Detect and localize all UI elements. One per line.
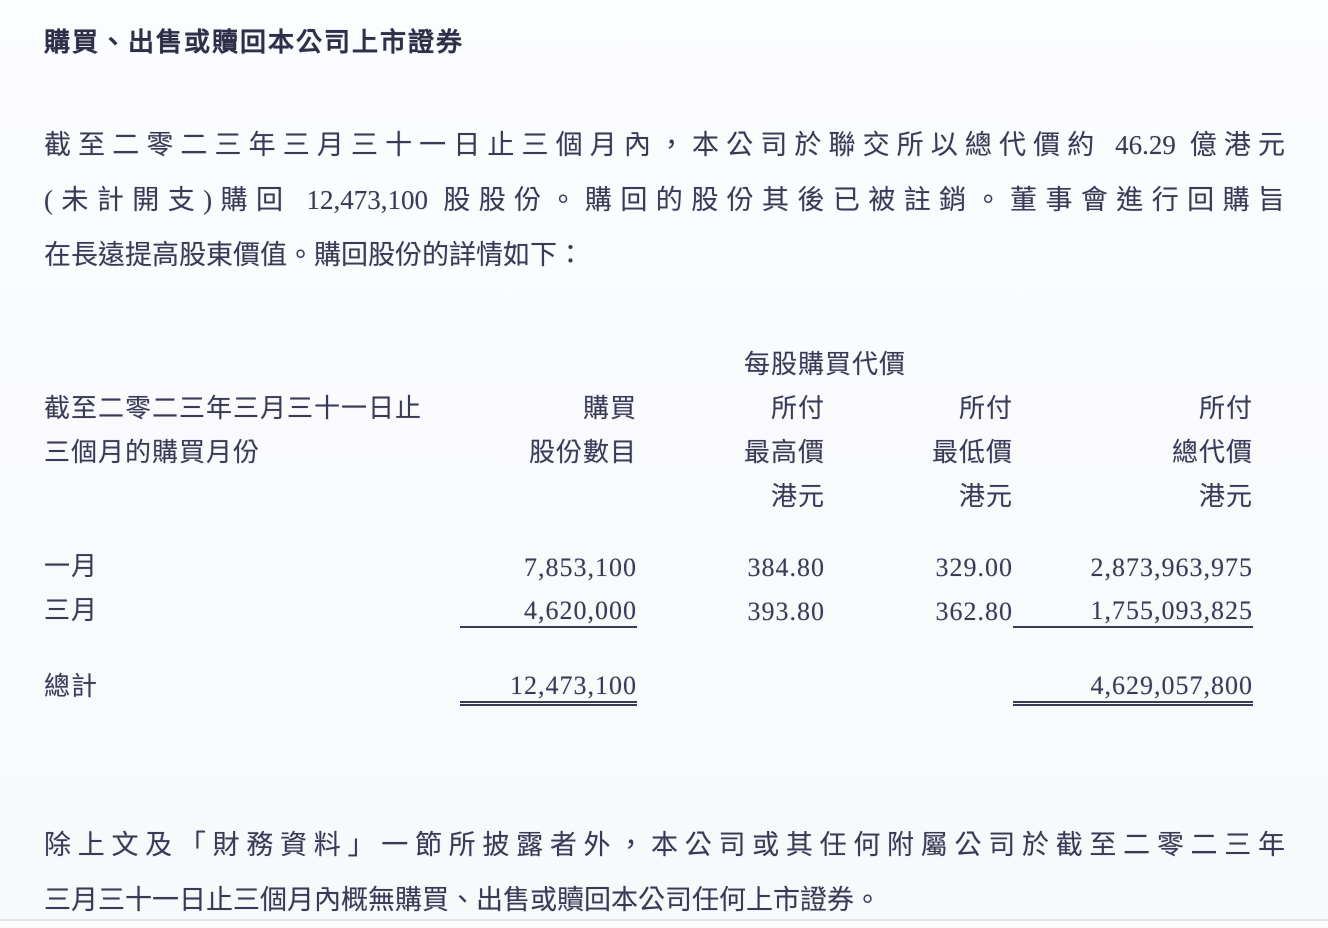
col-header-lowest-line1: 所付 <box>959 394 1014 423</box>
col-header-highest-line2: 最高價 <box>743 438 825 467</box>
table-spacer-row <box>44 627 1253 657</box>
cell-total: 1,755,093,825 <box>1013 583 1254 628</box>
total-consideration: 4,629,057,800 <box>1013 657 1254 706</box>
col-header-shares-line2: 股份數目 <box>528 438 637 467</box>
bottom-edge-strip <box>0 921 1328 926</box>
table-header-row: 三個月的購買月份 股份數目 最高價 最低價 總代價 <box>44 425 1253 469</box>
empty-cell <box>825 657 1013 703</box>
col-header-total-currency: 港元 <box>1199 482 1254 511</box>
empty-cell <box>637 657 825 703</box>
col-header-month-line2: 三個月的購買月份 <box>44 438 261 467</box>
section-heading: 購買、出售或贖回本公司上市證券 <box>44 28 465 57</box>
empty-cell <box>460 469 637 513</box>
cell-shares: 4,620,000 <box>460 583 637 628</box>
intro-line: 截至二零二三年三月三十一日止三個月內，本公司於聯交所以總代價約 46.29 億港… <box>44 130 1285 160</box>
price-per-share-span-header: 每股購買代價 <box>744 350 907 379</box>
table-header-row: 港元 港元 港元 <box>44 469 1253 513</box>
closing-paragraph: 除上文及「財務資料」一節所披露者外，本公司或其任何附屬公司於截至二零二三年 三月… <box>44 818 1285 928</box>
empty-cell <box>44 329 637 381</box>
cell-highest: 384.80 <box>747 553 825 582</box>
table-spacer-row <box>44 513 1253 539</box>
total-label: 總計 <box>44 672 99 701</box>
closing-line: 三月三十一日止三個月內概無購買、出售或贖回本公司任何上市證券。 <box>44 884 881 915</box>
intro-line: (未計開支)購回 12,473,100 股股份。購回的股份其後已被註銷。董事會進… <box>44 185 1285 215</box>
cell-month: 一月 <box>44 552 99 581</box>
table-row: 三月 4,620,000 393.80 362.80 1,755,093,825 <box>44 583 1254 628</box>
col-header-total-line1: 所付 <box>1199 394 1254 423</box>
table-total-row: 總計 12,473,100 4,629,057,800 <box>44 657 1254 706</box>
col-header-month-line1: 截至二零二三年三月三十一日止 <box>44 394 423 423</box>
table-span-header-row: 每股購買代價 <box>44 329 1253 381</box>
cell-lowest: 329.00 <box>935 553 1014 582</box>
col-header-shares-line1: 購買 <box>582 394 637 423</box>
table-row: 一月 7,853,100 384.80 329.00 2,873,963,975 <box>44 539 1253 583</box>
cell-shares: 7,853,100 <box>524 553 637 582</box>
closing-line: 除上文及「財務資料」一節所披露者外，本公司或其任何附屬公司於截至二零二三年 <box>44 829 1285 860</box>
cell-highest: 393.80 <box>747 597 825 626</box>
col-header-total-line2: 總代價 <box>1172 438 1254 467</box>
total-shares: 12,473,100 <box>460 657 637 706</box>
col-header-highest-line1: 所付 <box>770 394 825 423</box>
empty-cell <box>44 469 460 513</box>
cell-lowest: 362.80 <box>935 597 1014 626</box>
page-content: 購買、出售或贖回本公司上市證券 截至二零二三年三月三十一日止三個月內，本公司於聯… <box>44 0 1285 928</box>
empty-cell <box>1013 329 1253 381</box>
table-header-row: 截至二零二三年三月三十一日止 購買 所付 所付 所付 <box>44 381 1253 425</box>
col-header-highest-currency: 港元 <box>770 482 825 511</box>
buyback-table: 每股購買代價 截至二零二三年三月三十一日止 購買 所付 所付 所付 三個月的購買… <box>44 329 1254 706</box>
intro-paragraph: 截至二零二三年三月三十一日止三個月內，本公司於聯交所以總代價約 46.29 億港… <box>44 118 1285 283</box>
cell-total: 2,873,963,975 <box>1090 553 1254 582</box>
cell-month: 三月 <box>44 596 99 625</box>
col-header-lowest-line2: 最低價 <box>932 438 1014 467</box>
col-header-lowest-currency: 港元 <box>959 482 1014 511</box>
bottom-divider-line <box>0 919 1328 921</box>
intro-line: 在長遠提高股東價值。購回股份的詳情如下： <box>44 240 584 270</box>
